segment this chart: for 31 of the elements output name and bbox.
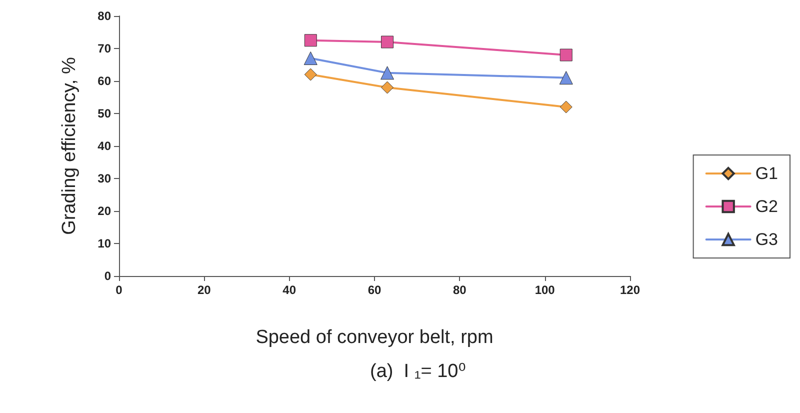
- text: (a) I ₁= 10⁰: [370, 361, 466, 382]
- point: [559, 71, 573, 84]
- x-axis-title: Speed of conveyor belt, rpm: [256, 327, 494, 348]
- y-tick-label: 40: [98, 139, 112, 153]
- y-tick-label: 70: [98, 42, 112, 56]
- y-tick-label: 80: [98, 9, 112, 23]
- x-tick-label: 40: [282, 283, 296, 297]
- y-tick-label: 10: [98, 236, 112, 250]
- y-tick-label: 30: [98, 172, 112, 186]
- legend-label: G1: [755, 164, 778, 183]
- legend-label: G2: [755, 197, 778, 216]
- point: [560, 100, 572, 114]
- point: [380, 66, 394, 80]
- y-tick-label: 60: [98, 74, 112, 88]
- x-tick-label: 0: [116, 283, 123, 297]
- x-tick-label: 100: [534, 283, 556, 297]
- point: [304, 52, 318, 65]
- x-tick-label: 80: [452, 283, 467, 297]
- point: [381, 36, 394, 48]
- point: [381, 81, 394, 94]
- y-tick-label: 50: [98, 106, 112, 120]
- x-tick-label: 60: [368, 283, 382, 297]
- point: [560, 48, 572, 62]
- y-tick-label: 0: [104, 269, 112, 283]
- x-tick-label: 120: [620, 283, 640, 297]
- legend-label: G3: [755, 230, 778, 249]
- y-tick-label: 20: [98, 204, 112, 218]
- x-tick-label: 20: [197, 283, 212, 297]
- point: [304, 68, 317, 81]
- point: [304, 34, 317, 47]
- y-axis-title: Grading efficiency, %: [59, 57, 80, 235]
